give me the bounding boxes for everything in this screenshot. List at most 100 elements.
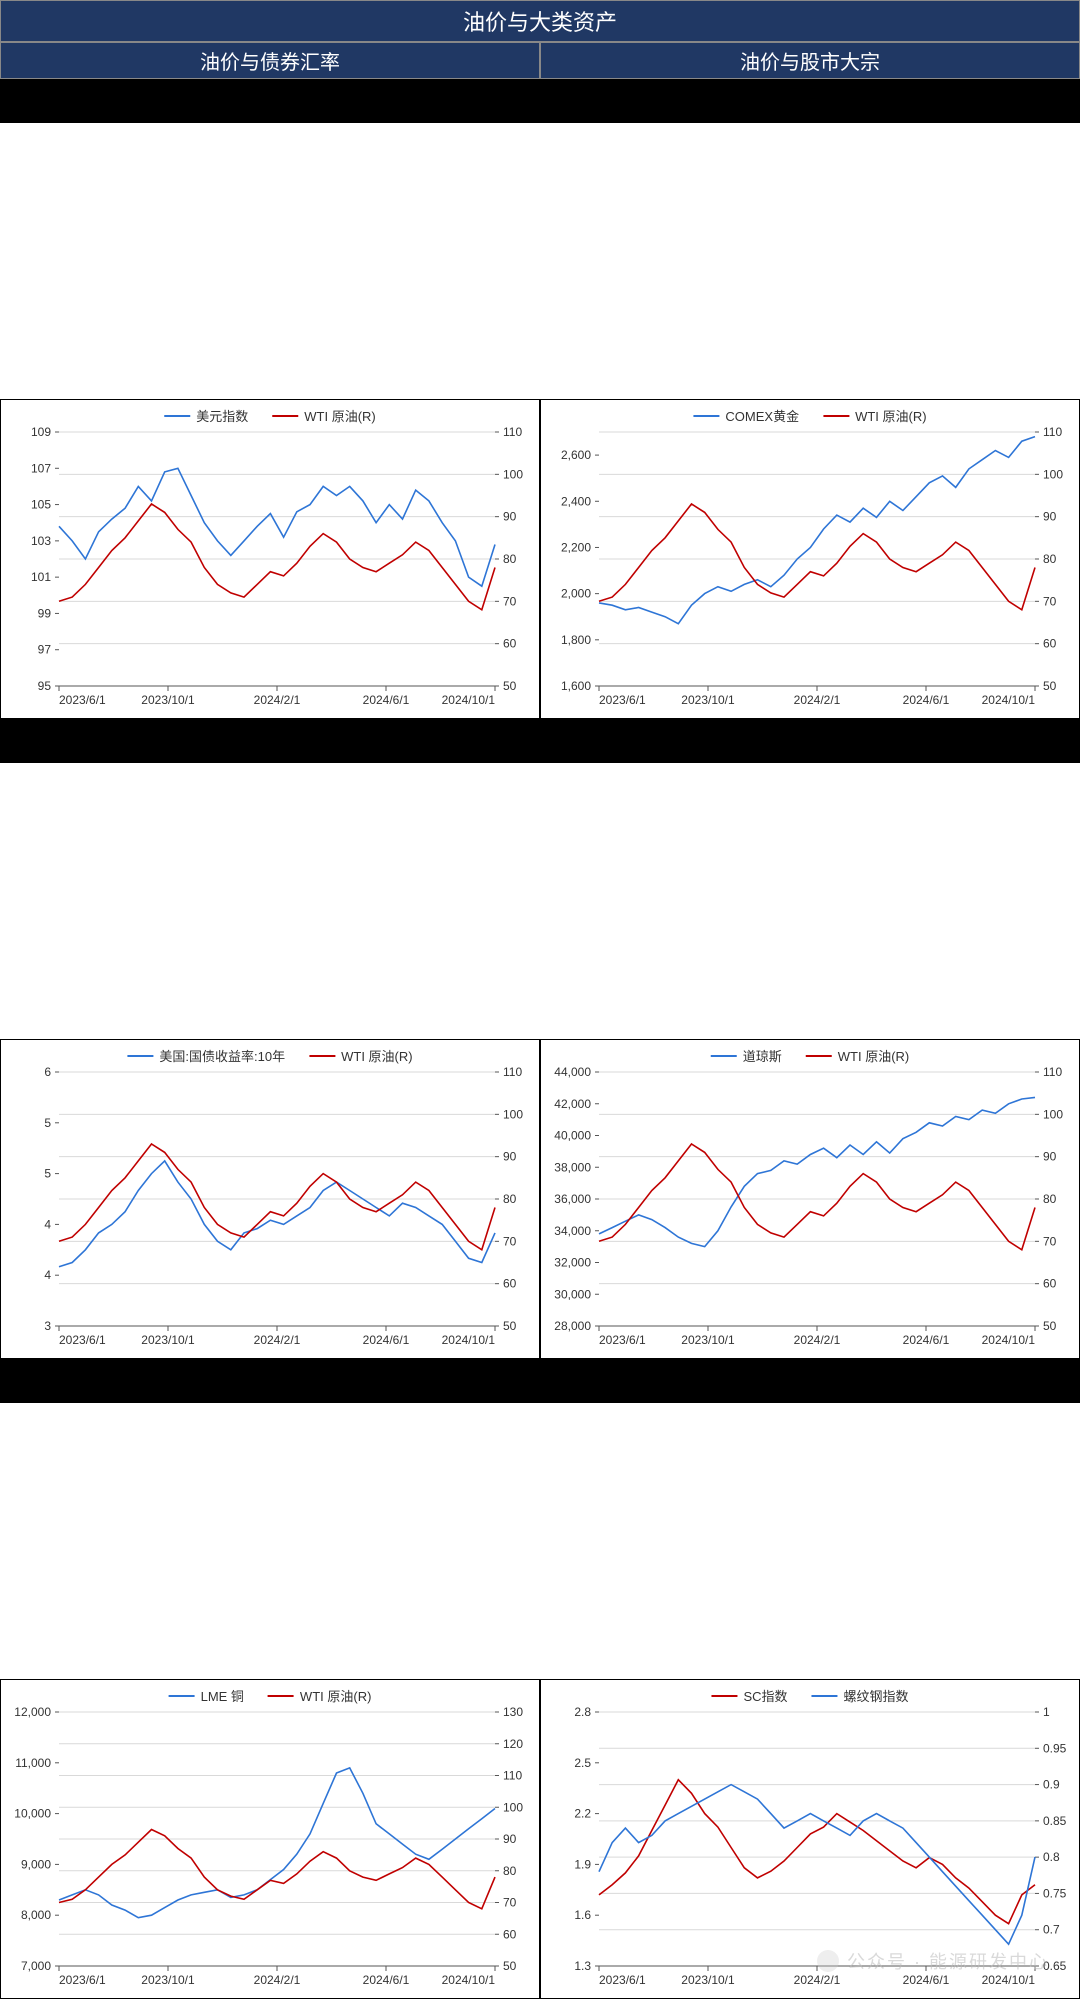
svg-text:109: 109 xyxy=(31,425,51,439)
legend: 美国:国债收益率:10年 WTI 原油(R) xyxy=(127,1046,412,1065)
svg-text:60: 60 xyxy=(1043,1277,1057,1291)
svg-text:2024/2/1: 2024/2/1 xyxy=(794,1333,841,1347)
chart-cell-copper: LME 铜WTI 原油(R)7,0008,0009,00010,00011,00… xyxy=(0,1679,540,1999)
svg-text:110: 110 xyxy=(1043,425,1062,439)
svg-text:2.8: 2.8 xyxy=(574,1705,591,1719)
svg-text:100: 100 xyxy=(503,467,523,481)
watermark: 公众号 · 能源研发中心 xyxy=(817,1948,1049,1974)
svg-text:97: 97 xyxy=(38,643,52,657)
legend-item: 螺纹钢指数 xyxy=(812,1686,909,1705)
series-right-line xyxy=(599,1144,1035,1250)
svg-text:2.5: 2.5 xyxy=(574,1756,591,1770)
svg-text:60: 60 xyxy=(503,1927,517,1941)
svg-text:50: 50 xyxy=(503,1959,517,1973)
legend-item: WTI 原油(R) xyxy=(309,1046,412,1065)
svg-text:2023/6/1: 2023/6/1 xyxy=(599,1333,646,1347)
svg-text:2024/10/1: 2024/10/1 xyxy=(982,1973,1036,1987)
svg-text:2024/2/1: 2024/2/1 xyxy=(794,1973,841,1987)
svg-text:42,000: 42,000 xyxy=(554,1097,591,1111)
dashboard: 油价与大类资产 油价与债券汇率 油价与股市大宗 美元指数WTI 原油(R)959… xyxy=(0,0,1080,1999)
section-divider xyxy=(0,1359,1080,1403)
svg-text:32,000: 32,000 xyxy=(554,1256,591,1270)
legend-label: LME 铜 xyxy=(201,1686,244,1705)
svg-text:2024/2/1: 2024/2/1 xyxy=(254,693,301,707)
legend-label: SC指数 xyxy=(743,1686,787,1705)
svg-text:2024/2/1: 2024/2/1 xyxy=(254,1973,301,1987)
svg-text:70: 70 xyxy=(503,1896,517,1910)
series-left-line xyxy=(59,1768,495,1918)
svg-text:2024/10/1: 2024/10/1 xyxy=(982,693,1036,707)
legend-item: WTI 原油(R) xyxy=(272,406,375,425)
series-left-line xyxy=(599,437,1035,624)
svg-text:2023/10/1: 2023/10/1 xyxy=(141,1333,195,1347)
svg-text:80: 80 xyxy=(1043,1192,1057,1206)
series-right-line xyxy=(599,1785,1035,1945)
svg-text:36,000: 36,000 xyxy=(554,1192,591,1206)
svg-text:50: 50 xyxy=(1043,679,1057,693)
legend-item: LME 铜 xyxy=(169,1686,244,1705)
legend-swatch xyxy=(711,1695,737,1697)
chart-svg: 7,0008,0009,00010,00011,00012,0005060708… xyxy=(3,1684,539,1996)
svg-text:5: 5 xyxy=(44,1116,51,1130)
subtitle-row: 油价与债券汇率 油价与股市大宗 xyxy=(0,42,1080,79)
legend-swatch xyxy=(127,1055,153,1057)
svg-text:10,000: 10,000 xyxy=(14,1807,51,1821)
legend-swatch xyxy=(693,415,719,417)
svg-text:6: 6 xyxy=(44,1065,51,1079)
svg-text:0.8: 0.8 xyxy=(1043,1850,1060,1864)
svg-text:5: 5 xyxy=(44,1167,51,1181)
svg-text:11,000: 11,000 xyxy=(15,1756,51,1770)
legend: 美元指数WTI 原油(R) xyxy=(164,406,376,425)
svg-text:44,000: 44,000 xyxy=(554,1065,591,1079)
svg-text:2024/10/1: 2024/10/1 xyxy=(442,693,496,707)
svg-text:1.3: 1.3 xyxy=(574,1959,591,1973)
watermark-text: 公众号 · 能源研发中心 xyxy=(847,1948,1049,1974)
svg-text:2,400: 2,400 xyxy=(561,494,591,508)
legend-item: WTI 原油(R) xyxy=(823,406,926,425)
series-right-line xyxy=(59,1144,495,1250)
legend-swatch xyxy=(169,1695,195,1697)
svg-text:0.75: 0.75 xyxy=(1043,1886,1067,1900)
legend-swatch xyxy=(823,415,849,417)
legend-swatch xyxy=(268,1695,294,1697)
svg-text:2023/6/1: 2023/6/1 xyxy=(59,693,106,707)
legend: 道琼斯 WTI 原油(R) xyxy=(711,1046,910,1065)
svg-text:60: 60 xyxy=(1043,637,1057,651)
subtitle-right: 油价与股市大宗 xyxy=(540,42,1080,79)
svg-text:2,600: 2,600 xyxy=(561,448,591,462)
svg-text:70: 70 xyxy=(1043,1234,1057,1248)
svg-text:1: 1 xyxy=(1043,1705,1050,1719)
svg-text:90: 90 xyxy=(503,510,517,524)
svg-text:110: 110 xyxy=(503,425,522,439)
svg-text:120: 120 xyxy=(503,1737,523,1751)
subtitle-left: 油价与债券汇率 xyxy=(0,42,540,79)
svg-text:70: 70 xyxy=(503,1234,517,1248)
series-left-line xyxy=(599,1097,1035,1246)
legend-label: 美国:国债收益率:10年 xyxy=(159,1046,285,1065)
svg-text:100: 100 xyxy=(1043,467,1063,481)
svg-text:70: 70 xyxy=(503,594,517,608)
chart-cell-gold: COMEX黄金WTI 原油(R)1,6001,8002,0002,2002,40… xyxy=(540,399,1080,719)
svg-text:2023/10/1: 2023/10/1 xyxy=(141,693,195,707)
svg-text:0.95: 0.95 xyxy=(1043,1741,1067,1755)
svg-text:2024/6/1: 2024/6/1 xyxy=(903,1973,950,1987)
svg-text:12,000: 12,000 xyxy=(14,1705,51,1719)
legend-item: COMEX黄金 xyxy=(693,406,799,425)
svg-text:40,000: 40,000 xyxy=(554,1129,591,1143)
series-right-line xyxy=(59,504,495,610)
chart-grid: 美元指数WTI 原油(R)959799101103105107109506070… xyxy=(0,79,1080,1999)
legend-swatch xyxy=(164,415,190,417)
svg-text:0.7: 0.7 xyxy=(1043,1923,1060,1937)
legend-label: 道琼斯 xyxy=(743,1046,782,1065)
svg-text:50: 50 xyxy=(503,679,517,693)
svg-text:107: 107 xyxy=(31,461,51,475)
legend-item: WTI 原油(R) xyxy=(806,1046,909,1065)
svg-text:90: 90 xyxy=(503,1150,517,1164)
legend-swatch xyxy=(711,1055,737,1057)
chart-svg: 28,00030,00032,00034,00036,00038,00040,0… xyxy=(543,1044,1079,1356)
svg-text:101: 101 xyxy=(31,570,51,584)
svg-text:0.85: 0.85 xyxy=(1043,1814,1067,1828)
svg-text:70: 70 xyxy=(1043,594,1057,608)
svg-text:4: 4 xyxy=(44,1217,51,1231)
chart-svg: 9597991011031051071095060708090100110202… xyxy=(3,404,539,716)
